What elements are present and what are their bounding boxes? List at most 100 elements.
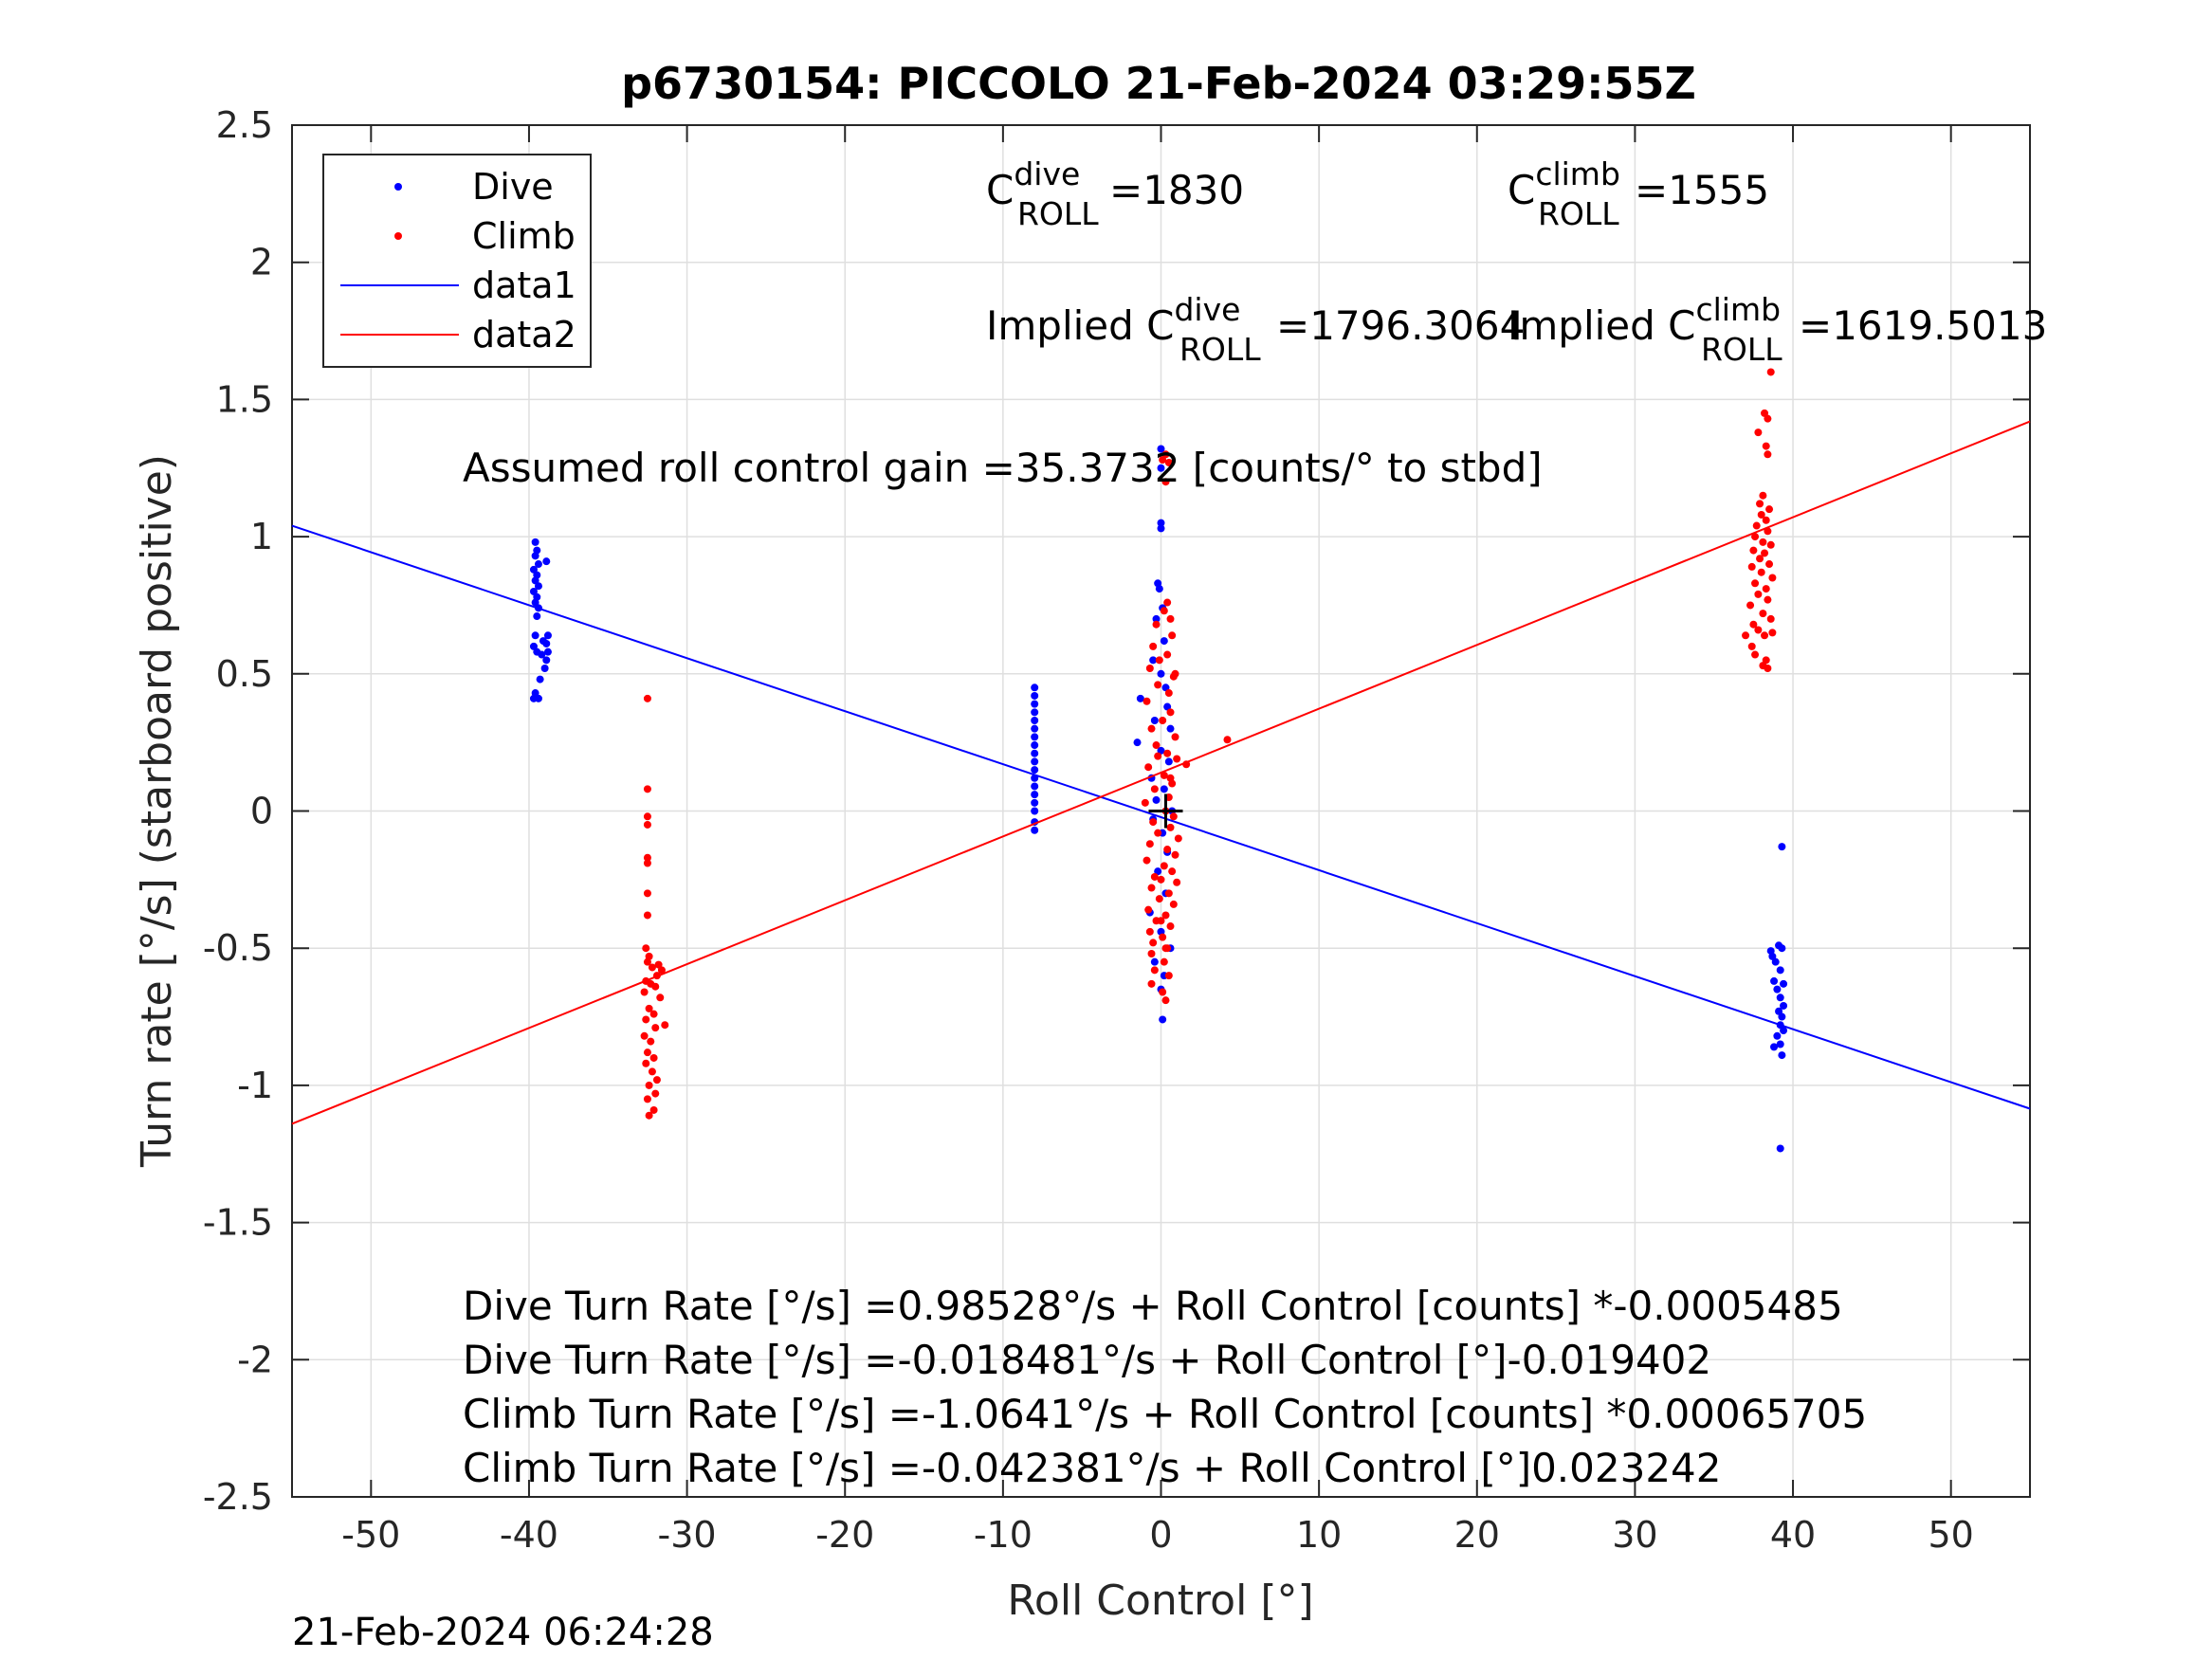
y-tick-label: -2 (237, 1339, 273, 1380)
dive-point (542, 557, 551, 566)
climb-point (1171, 669, 1179, 678)
climb-point (1759, 538, 1767, 546)
climb-point (1754, 626, 1763, 634)
climb-point (1161, 944, 1170, 953)
implied-c-roll-climb: Implied Cclimb ROLL=1619.5013 (1508, 291, 2047, 368)
y-tick-label: 2.5 (216, 104, 273, 146)
climb-point (1149, 818, 1158, 827)
dive-point (1166, 724, 1175, 733)
dive-point (1773, 985, 1782, 994)
climb-point (649, 1053, 658, 1062)
climb-point (1742, 631, 1750, 640)
climb-point (1143, 697, 1151, 705)
climb-point (1169, 812, 1178, 821)
climb-point (640, 1031, 649, 1040)
dive-point (543, 631, 552, 640)
dive-point (1778, 1051, 1786, 1060)
dive-point (1780, 1027, 1788, 1035)
climb-point (1164, 889, 1173, 898)
climb-point (648, 1067, 656, 1076)
climb-point (1150, 872, 1159, 881)
climb-point (1145, 665, 1154, 673)
c-roll-dive: Cdive ROLL=1830 (986, 155, 1244, 232)
climb-point (1160, 607, 1168, 615)
climb-point (1161, 996, 1170, 1005)
y-tick-label: -0.5 (203, 927, 273, 969)
c-roll-climb: Cclimb ROLL=1555 (1508, 155, 1769, 232)
dive-point (1776, 994, 1784, 1002)
climb-point (1160, 862, 1168, 870)
climb-point (642, 1059, 650, 1067)
dive-point (1149, 656, 1158, 665)
climb-point (651, 1089, 660, 1098)
y-axis-label: Turn rate [°/s] (starboard positive) (133, 454, 181, 1168)
climb-point (643, 820, 651, 829)
dive-point (1031, 724, 1039, 733)
climb-point (1143, 856, 1151, 865)
climb-point (645, 1004, 653, 1012)
dive-point (533, 612, 541, 621)
x-tick-label: 50 (1929, 1514, 1974, 1556)
climb-point (643, 694, 651, 702)
dive-point (1031, 798, 1039, 807)
climb-point (1166, 922, 1175, 931)
y-tick-label: 1 (250, 516, 273, 557)
climb-point (1166, 708, 1175, 717)
climb-point (1764, 595, 1772, 604)
dive-point (1031, 757, 1039, 766)
y-tick-label: 2 (250, 242, 273, 283)
dive-point (1776, 966, 1784, 975)
climb-point (1163, 749, 1172, 757)
climb-point (640, 988, 649, 996)
fit-lines (291, 420, 2031, 1125)
dive-point (529, 565, 538, 574)
x-tick-label: 10 (1296, 1514, 1342, 1556)
dive-point (1157, 519, 1165, 527)
dive-point (1770, 976, 1779, 985)
dive-point (534, 582, 542, 591)
dive-point (1770, 1043, 1779, 1051)
climb-point (642, 1015, 650, 1024)
climb-point (1161, 911, 1170, 920)
dive-point (1031, 749, 1039, 757)
y-tick-label: 0.5 (216, 653, 273, 695)
climb-point (1161, 478, 1170, 486)
climb-point (1141, 798, 1149, 807)
dive-point (1031, 782, 1039, 791)
legend-climb: Climb (472, 215, 576, 257)
dive-point (1031, 708, 1039, 717)
climb-point (1761, 409, 1769, 417)
climb-point (643, 911, 651, 920)
climb-point (1751, 650, 1760, 659)
climb-point (1764, 527, 1772, 536)
dive-point (1150, 957, 1159, 966)
climb-point (1759, 491, 1767, 500)
climb-point (1159, 988, 1167, 996)
climb-point (643, 889, 651, 898)
climb-point (1756, 555, 1764, 563)
dive-point (539, 637, 547, 646)
climb-point (1145, 840, 1154, 848)
dive-point (1780, 1001, 1788, 1010)
dive-point (529, 587, 538, 595)
dive-point (1031, 791, 1039, 799)
climb-point (1159, 716, 1167, 724)
climb-point (1166, 823, 1175, 831)
climb-point (1154, 752, 1162, 760)
dive-point (1780, 979, 1788, 988)
climb-point (657, 966, 666, 975)
fit-line-data1 (291, 524, 2031, 1110)
dive-point (529, 642, 538, 650)
climb-point (1768, 629, 1777, 637)
climb-point (645, 1081, 653, 1089)
dive-point (1152, 614, 1161, 623)
climb-point (1163, 598, 1172, 607)
equation-climb-counts: Climb Turn Rate [°/s] =-1.0641°/s + Roll… (463, 1391, 1867, 1437)
implied-c-roll-dive: Implied Cdive ROLL=1796.3064 (986, 291, 1525, 368)
dive-point (1031, 684, 1039, 692)
climb-point (1768, 574, 1777, 582)
climb-point (1160, 771, 1168, 779)
dive-point (1031, 700, 1039, 708)
climb-point (1747, 642, 1756, 650)
y-tick-label: -1 (237, 1065, 273, 1106)
